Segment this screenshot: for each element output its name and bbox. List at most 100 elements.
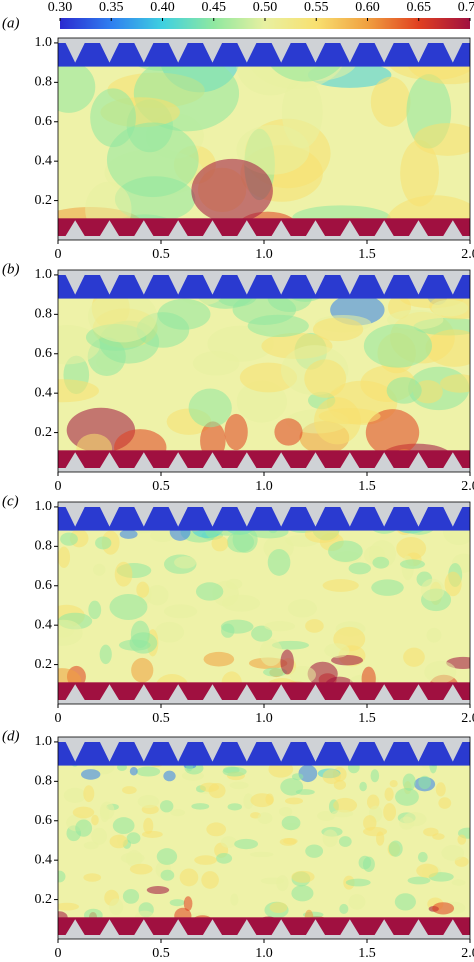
field-blob <box>232 526 258 553</box>
field-blob <box>131 657 154 683</box>
field-blob <box>400 140 439 207</box>
field-blob <box>304 359 347 398</box>
colorbar-tick-label: 0.40 <box>150 0 175 15</box>
field-blob <box>425 329 470 367</box>
x-tick-label: 0.5 <box>152 479 170 494</box>
field-blob <box>95 536 112 550</box>
field-blob <box>136 581 150 598</box>
x-tick-label: 0 <box>55 946 62 961</box>
field-blob <box>269 902 288 914</box>
field-blob <box>183 896 193 912</box>
field-blob <box>291 870 315 883</box>
field-blob <box>435 782 446 797</box>
field-blob <box>417 851 428 863</box>
colorbar-tick-label: 0.60 <box>355 0 380 15</box>
field-blob <box>250 793 274 808</box>
field-blob <box>160 869 175 881</box>
colorbar-tick-label: 0.45 <box>202 0 227 15</box>
field-blob <box>438 797 452 809</box>
y-tick-label: 0.2 <box>35 892 53 907</box>
y-tick-label: 0.2 <box>35 657 53 672</box>
field-blob <box>432 833 445 840</box>
field-blob <box>279 806 293 817</box>
field-blob <box>224 413 248 451</box>
field-blob <box>88 290 158 343</box>
field-blob <box>440 374 470 393</box>
field-blob <box>220 836 237 849</box>
field <box>58 737 470 939</box>
top-wall <box>58 502 470 527</box>
field-blob <box>112 817 135 835</box>
y-tick-label: 0.4 <box>35 852 53 867</box>
field-blob <box>298 764 318 783</box>
field-blob <box>251 625 273 642</box>
field-blob <box>257 812 273 825</box>
field-blob <box>122 786 137 795</box>
x-tick-label: 1.5 <box>358 479 376 494</box>
field-blob <box>370 769 380 783</box>
field-blob <box>371 579 404 596</box>
field-blob <box>236 124 310 175</box>
field-blob <box>109 593 148 620</box>
field-blob <box>396 536 427 560</box>
field-blob <box>363 324 433 368</box>
x-tick-label: 1.5 <box>358 247 376 262</box>
x-tick-label: 1.5 <box>358 946 376 961</box>
field-blob <box>109 834 128 849</box>
field-blob <box>60 532 78 546</box>
field-blob <box>324 643 350 658</box>
field-blob <box>91 814 99 826</box>
field-blob <box>58 379 99 403</box>
field-blob <box>407 876 431 885</box>
field-blob <box>58 619 83 646</box>
field-blob <box>221 594 261 612</box>
field-blob <box>420 578 445 602</box>
field-blob <box>333 779 347 790</box>
field-blob <box>402 773 416 791</box>
field-blob <box>322 769 341 785</box>
field-blob <box>191 158 273 223</box>
field-blob <box>328 540 363 562</box>
y-tick-label: 0.4 <box>35 385 53 400</box>
y-tick-label: 0.2 <box>35 425 53 440</box>
field-blob <box>322 579 359 592</box>
field-blob <box>386 377 422 404</box>
field-blob <box>118 639 151 651</box>
field-blob <box>72 806 95 819</box>
field-blob <box>93 563 106 576</box>
field-blob <box>348 562 371 575</box>
bottom-wall-base <box>58 935 470 939</box>
y-tick-label: 0.6 <box>35 346 53 361</box>
field <box>58 38 470 240</box>
x-tick-label: 2.0 <box>461 479 474 494</box>
x-tick-label: 0.5 <box>152 711 170 726</box>
field-blob <box>188 388 232 428</box>
field-blob <box>359 781 367 792</box>
panel-label: (a) <box>2 15 20 31</box>
x-tick-label: 2.0 <box>461 946 474 961</box>
field-blob <box>384 787 394 802</box>
bottom-wall-base <box>58 700 470 704</box>
field-blob <box>247 314 309 338</box>
x-tick-label: 1.0 <box>255 479 273 494</box>
x-tick-label: 0.5 <box>152 946 170 961</box>
field-blob <box>58 546 71 568</box>
y-tick-label: 0.2 <box>35 193 53 208</box>
bottom-fluid <box>58 450 470 472</box>
x-tick-label: 1.0 <box>255 247 273 262</box>
y-tick-label: 0.6 <box>35 114 53 129</box>
field-blob <box>137 794 160 809</box>
field-blob <box>83 873 102 882</box>
colorbar-tick-label: 0.70 <box>458 0 474 15</box>
field-blob <box>432 902 455 915</box>
x-tick-label: 1.5 <box>358 711 376 726</box>
field-blob <box>383 803 397 822</box>
field-blob <box>99 801 115 820</box>
field-blob <box>163 604 198 619</box>
field-blob <box>58 61 96 113</box>
field-blob <box>259 638 283 667</box>
top-wall <box>58 737 470 762</box>
y-tick-label: 0.8 <box>35 539 53 554</box>
top-wall-base <box>58 737 470 742</box>
